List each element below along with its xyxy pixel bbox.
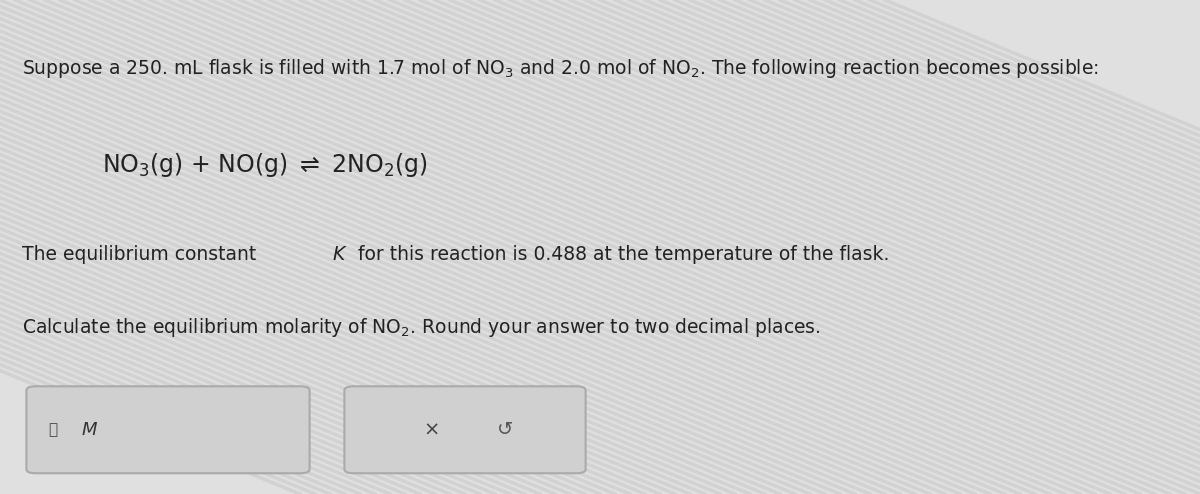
Text: ×: × xyxy=(424,420,440,439)
Text: Suppose a 250. mL flask is filled with 1.7 mol of NO$_3$ and 2.0 mol of NO$_2$. : Suppose a 250. mL flask is filled with 1… xyxy=(22,57,1098,80)
Text: for this reaction is 0.488 at the temperature of the flask.: for this reaction is 0.488 at the temper… xyxy=(352,245,889,263)
Text: Calculate the equilibrium molarity of NO$_2$. Round your answer to two decimal p: Calculate the equilibrium molarity of NO… xyxy=(22,316,820,339)
FancyBboxPatch shape xyxy=(344,386,586,473)
Text: NO$_3$(g) + NO(g) $\rightleftharpoons$ 2NO$_2$(g): NO$_3$(g) + NO(g) $\rightleftharpoons$ 2… xyxy=(102,151,427,179)
Text: $K$: $K$ xyxy=(331,245,347,263)
FancyBboxPatch shape xyxy=(26,386,310,473)
Text: M: M xyxy=(82,421,97,439)
Text: ↺: ↺ xyxy=(497,420,514,439)
Text: The equilibrium constant: The equilibrium constant xyxy=(22,245,262,263)
Text: ⌶: ⌶ xyxy=(48,422,58,437)
